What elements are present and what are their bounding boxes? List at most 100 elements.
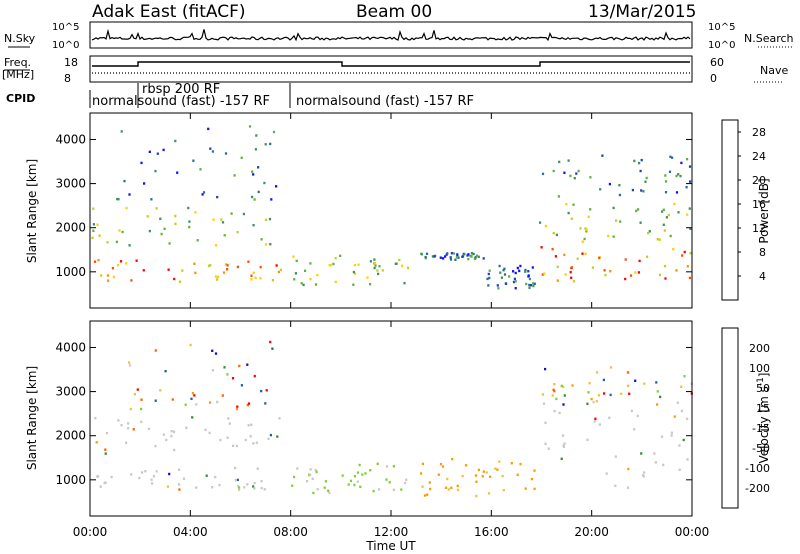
echo-region-4 <box>420 457 536 498</box>
echo-cell <box>243 486 246 489</box>
echo-cell <box>539 221 542 224</box>
echo-cell <box>209 264 212 267</box>
nave-tick-bottom: 0 <box>710 72 717 85</box>
echo-cell <box>178 488 181 491</box>
echo-cell <box>607 234 610 238</box>
echo-region-4 <box>420 252 485 261</box>
echo-cell <box>361 473 364 476</box>
echo-cell <box>143 182 146 185</box>
echo-cell <box>662 223 665 226</box>
echo-cell <box>634 379 637 382</box>
echo-region-2 <box>128 340 274 411</box>
echo-cell <box>253 374 256 378</box>
echo-cell <box>563 171 566 174</box>
echo-cell <box>257 166 260 169</box>
x-tick-label: 00:00 <box>73 525 108 539</box>
echo-cell <box>486 277 489 281</box>
echo-cell <box>428 481 431 484</box>
colorbar-tick-label: -50 <box>752 442 770 455</box>
echo-cell <box>105 432 108 435</box>
echo-cell <box>450 486 453 489</box>
echo-cell <box>544 421 547 425</box>
echo-cell <box>372 489 375 493</box>
echo-cell <box>609 393 612 397</box>
echo-cell <box>516 266 519 270</box>
echo-cell <box>120 130 123 133</box>
echo-cell <box>575 172 578 175</box>
echo-cell <box>614 455 617 458</box>
x-tick-label: 20:00 <box>574 525 609 539</box>
echo-cell <box>173 448 176 452</box>
echo-cell <box>170 434 173 438</box>
echo-cell <box>547 447 550 450</box>
echo-cell <box>121 230 124 234</box>
echo-cell <box>154 444 157 448</box>
echo-cell <box>544 442 547 445</box>
echo-cell <box>633 159 636 163</box>
echo-cell <box>570 266 573 269</box>
echo-cell <box>529 284 532 287</box>
echo-cell <box>672 248 675 251</box>
freq-label-line2: [MHz] <box>2 68 34 81</box>
echo-cell <box>487 492 491 495</box>
nsky-label: N.Sky <box>4 32 36 45</box>
echo-cell <box>679 174 682 178</box>
noise-strip: N.Sky 10^5 10^0 10^5 10^0 N.Search <box>4 21 794 51</box>
echo-cell <box>252 224 255 227</box>
echo-cell <box>128 244 131 247</box>
echo-cell <box>639 169 642 173</box>
echo-cell <box>264 243 268 246</box>
echo-cell <box>226 268 229 271</box>
echo-cell <box>395 262 398 265</box>
echo-cell <box>426 493 429 496</box>
echo-cell <box>140 420 143 424</box>
echo-cell <box>215 244 218 247</box>
echo-cell <box>433 255 436 258</box>
echo-cell <box>269 340 272 344</box>
echo-cell <box>155 470 158 473</box>
echo-cell <box>579 227 582 230</box>
echo-cell <box>643 382 646 385</box>
echo-cell <box>119 260 123 263</box>
echo-cell <box>138 476 141 480</box>
echo-cell <box>255 441 258 444</box>
echo-cell <box>585 228 588 231</box>
echo-cell <box>323 486 326 489</box>
echo-cell <box>454 258 457 261</box>
echo-cell <box>256 467 259 470</box>
power-colorbar: 4 8 12 16 20 24 28 <box>721 119 766 301</box>
echo-cell <box>563 442 566 445</box>
echo-cell <box>328 264 331 267</box>
echo-cell <box>686 458 689 461</box>
echo-cell <box>640 452 643 455</box>
echo-cell <box>111 267 114 270</box>
echo-cell <box>663 229 666 232</box>
echo-cell <box>339 254 342 257</box>
echo-cell <box>445 486 448 489</box>
echo-cell <box>543 272 546 275</box>
echo-cell <box>246 483 249 486</box>
power-y-label: Slant Range [km] <box>25 159 39 263</box>
echo-cell <box>293 475 296 479</box>
cpid-segment-2: rbsp 200 RF <box>142 82 220 97</box>
echo-cell <box>677 173 680 176</box>
x-tick-label: 04:00 <box>173 525 208 539</box>
echo-region-8 <box>541 154 692 198</box>
echo-cell <box>488 269 491 272</box>
echo-cell <box>264 218 268 221</box>
echo-cell <box>612 235 615 238</box>
echo-cell <box>496 468 499 471</box>
echo-cell <box>612 206 615 210</box>
echo-cell <box>275 185 278 188</box>
echo-cell <box>562 403 565 406</box>
echo-cell <box>618 193 621 197</box>
echo-cell <box>639 221 642 224</box>
echo-cell <box>226 264 229 267</box>
colorbar-tick-label: 12 <box>752 222 766 235</box>
echo-cell <box>456 484 459 488</box>
echo-cell <box>211 369 214 372</box>
colorbar-tick-label: 200 <box>749 342 770 355</box>
echo-cell <box>128 364 132 367</box>
echo-cell <box>584 227 587 230</box>
echo-cell <box>619 220 622 223</box>
